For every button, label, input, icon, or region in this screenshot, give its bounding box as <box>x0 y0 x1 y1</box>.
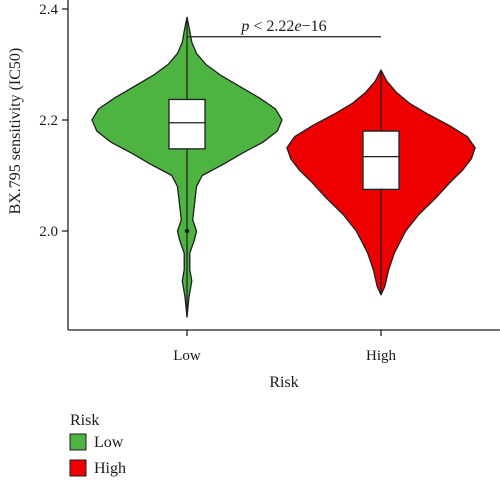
box-high <box>362 130 400 191</box>
x-axis-title: Risk <box>269 374 298 391</box>
legend: Risk Low High <box>69 412 126 477</box>
legend-swatch-low <box>69 433 87 451</box>
y-tick-label: 2.4 <box>39 2 58 18</box>
x-tick-label: High <box>366 348 397 364</box>
p-value-label: p < 2.22e−16 <box>240 18 326 35</box>
legend-label-low: Low <box>94 434 124 451</box>
x-axis-ticks: Low High <box>173 330 397 364</box>
legend-label-high: High <box>94 460 126 477</box>
y-tick-label: 2.0 <box>39 224 58 240</box>
plot-area <box>91 16 476 318</box>
legend-title: Risk <box>70 412 99 429</box>
y-tick-label: 2.2 <box>39 113 58 129</box>
x-tick-label: Low <box>173 348 201 364</box>
p-value-annotation: p < 2.22e−16 <box>187 18 381 38</box>
legend-swatch-high <box>69 459 87 477</box>
y-axis-title: BX.795 sensitivity (IC50) <box>7 48 24 215</box>
y-axis-ticks: 2.0 2.2 2.4 <box>39 2 68 240</box>
box-low <box>168 98 206 150</box>
outlier-point <box>184 228 190 234</box>
